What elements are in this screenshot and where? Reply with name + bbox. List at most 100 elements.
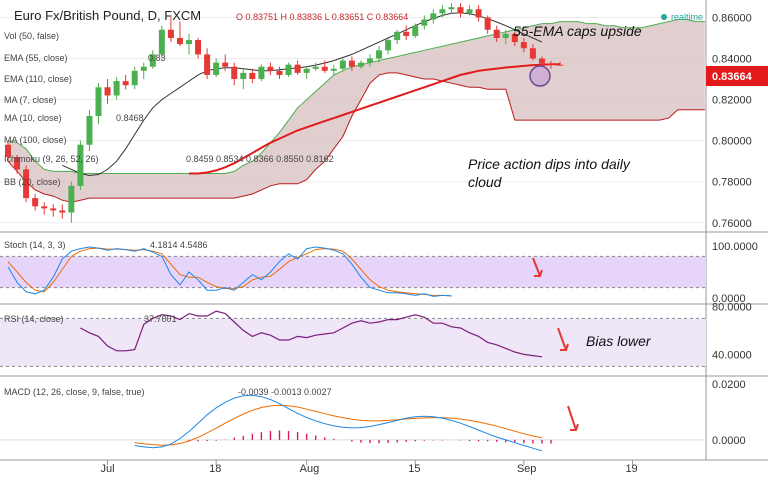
candle-body: [439, 9, 446, 14]
candle-body: [312, 66, 319, 69]
stoch-values: 4.1814 4.5486: [150, 240, 208, 250]
time-tick-label: 15: [408, 463, 420, 475]
price-tick-label: 0.76000: [712, 218, 752, 230]
candle-body: [267, 66, 274, 71]
candle-body: [303, 68, 310, 73]
price-tick-label: 0.82000: [712, 95, 752, 107]
candle-body: [348, 60, 355, 67]
down-arrow-icon: [567, 405, 579, 431]
annotation-cloud-line1: Price action dips into daily: [468, 156, 631, 172]
annotation-bias-lower: Bias lower: [586, 333, 652, 349]
candle-body: [258, 66, 265, 80]
candle-body: [158, 29, 165, 55]
indicator-ma7[interactable]: MA (7, close): [4, 95, 57, 105]
price-callout-circle: [529, 65, 551, 87]
time-tick-label: Aug: [300, 463, 320, 475]
candle-body: [520, 42, 527, 49]
indicator-vol[interactable]: Vol (50, false): [4, 31, 59, 41]
candle-body: [557, 64, 564, 66]
candle-body: [149, 54, 156, 67]
candle-body: [59, 210, 66, 213]
indicator-ema110[interactable]: EMA (110, close): [4, 74, 72, 84]
stoch-tick-label: 0.0000: [712, 293, 746, 305]
candle-body: [321, 66, 328, 71]
stoch-label[interactable]: Stoch (14, 3, 3): [4, 240, 66, 250]
candle-body: [86, 116, 93, 145]
macd-line: [134, 394, 543, 452]
candle-body: [14, 157, 21, 170]
time-tick-label: 18: [209, 463, 221, 475]
realtime-label: realtime: [671, 12, 703, 22]
candle-body: [294, 64, 301, 73]
indicator-legend: Vol (50, false) EMA (55, close) 0.83 EMA…: [4, 31, 334, 187]
macd-tick-label: 0.0200: [712, 379, 746, 391]
candle-body: [484, 17, 491, 30]
candle-body: [276, 70, 283, 75]
candle-body: [186, 40, 192, 45]
realtime-dot: [661, 14, 667, 20]
indicator-ma100[interactable]: MA (100, close): [4, 135, 67, 145]
rsi-line: [80, 310, 543, 358]
stoch-band: [0, 256, 706, 288]
cloud-span-b-line: [7, 72, 705, 203]
indicator-ichimoku-values: 0.8459 0.8534 0.8366 0.8550 0.8162: [186, 154, 334, 164]
indicator-ma10-value: 0.8468: [116, 113, 144, 123]
price-tick-label: 0.84000: [712, 54, 752, 66]
rsi-label[interactable]: RSI (14, close): [4, 314, 64, 324]
macd-values: -0.0039 -0.0013 0.0027: [238, 387, 332, 397]
stoch-k-line: [7, 246, 452, 297]
candle-body: [122, 81, 129, 86]
candle-body: [357, 62, 364, 67]
candle-body: [104, 87, 111, 96]
candle-body: [385, 40, 392, 51]
annotation-ema-caps: 55-EMA caps upside: [513, 23, 642, 39]
candle-body: [222, 62, 229, 67]
indicator-ema55[interactable]: EMA (55, close): [4, 53, 68, 63]
candle-body: [548, 63, 554, 65]
indicator-ichimoku[interactable]: Ichimoku (9, 26, 52, 26): [4, 154, 99, 164]
candle-body: [538, 58, 545, 64]
time-tick-label: 19: [625, 463, 637, 475]
candle-body: [511, 33, 518, 43]
time-tick-label: Jul: [101, 463, 115, 475]
candle-body: [231, 66, 238, 80]
price-badge: [706, 66, 768, 86]
macd-label[interactable]: MACD (12, 26, close, 9, false, true): [4, 387, 145, 397]
candle-body: [41, 206, 48, 209]
candle-body: [95, 87, 102, 116]
candle-body: [529, 48, 536, 59]
candle-body: [412, 25, 419, 36]
candle-body: [32, 198, 39, 207]
candle-body: [240, 72, 247, 80]
macd-tick-label: 0.0000: [712, 435, 746, 447]
price-tick-label: 0.86000: [712, 12, 752, 24]
candle-body: [285, 64, 292, 75]
candle-body: [448, 7, 455, 10]
macd-signal-line: [134, 404, 543, 446]
down-arrow-icon: [557, 327, 569, 351]
candle-body: [466, 9, 473, 14]
candle-body: [204, 54, 211, 75]
candle-body: [430, 13, 437, 20]
candle-body: [68, 185, 75, 213]
candle-body: [376, 50, 383, 59]
rsi-tick-label: 40.0000: [712, 349, 752, 361]
ema110-line: [189, 63, 561, 175]
candle-body: [394, 31, 401, 41]
indicator-bb[interactable]: BB (20, close): [4, 177, 61, 187]
price-tick-label: 0.80000: [712, 136, 752, 148]
time-tick-label: Sep: [517, 463, 537, 475]
indicator-ma10[interactable]: MA (10, close): [4, 113, 62, 123]
rsi-tick-label: 80.0000: [712, 301, 752, 313]
rsi-band: [0, 318, 706, 367]
candle-body: [50, 208, 57, 211]
chart-title: Euro Fx/British Pound, D, FXCM: [14, 8, 201, 23]
price-badge-text: 0.83664: [712, 71, 753, 83]
ohlc-readout: O 0.83751 H 0.83836 L 0.83651 C 0.83664: [236, 12, 408, 22]
candle-body: [502, 33, 509, 38]
rsi-value: 37.7001: [144, 314, 177, 324]
annotation-cloud-line2: cloud: [468, 174, 503, 190]
candle-body: [213, 62, 220, 75]
candle-body: [330, 68, 337, 71]
